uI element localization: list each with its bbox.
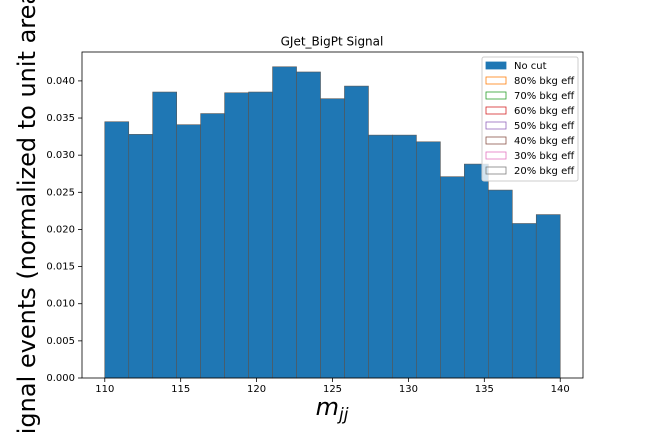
legend-swatch bbox=[485, 151, 507, 160]
histogram-bar bbox=[368, 134, 393, 379]
y-tick-label: 0.000 bbox=[46, 373, 75, 384]
legend-swatch bbox=[485, 106, 507, 115]
legend-box bbox=[481, 56, 579, 182]
y-tick-label: 0.020 bbox=[46, 224, 75, 235]
histogram-bar bbox=[296, 71, 321, 379]
histogram-bar bbox=[248, 91, 273, 379]
x-tick-label: 125 bbox=[323, 384, 342, 395]
histogram-bar bbox=[176, 124, 201, 379]
histogram-bar bbox=[104, 121, 130, 379]
histogram-bar bbox=[320, 98, 345, 379]
histogram-bar bbox=[511, 223, 537, 379]
histogram-bar bbox=[440, 176, 465, 379]
histogram-bar bbox=[464, 163, 489, 379]
y-tick-label: 0.025 bbox=[46, 187, 75, 198]
legend-swatch bbox=[485, 91, 507, 100]
x-tick-label: 135 bbox=[475, 384, 494, 395]
histogram-bar bbox=[224, 92, 249, 379]
legend-label: 30% bkg eff bbox=[514, 151, 575, 162]
histogram-bar bbox=[416, 141, 441, 379]
legend-label: 50% bkg eff bbox=[514, 121, 575, 132]
y-tick-label: 0.015 bbox=[46, 262, 75, 273]
x-label-sub: jj bbox=[337, 405, 349, 425]
y-tick-label: 0.030 bbox=[46, 150, 75, 161]
x-tick-label: 140 bbox=[551, 384, 570, 395]
x-axis-label: mjj bbox=[316, 393, 349, 425]
histogram-bar bbox=[128, 134, 154, 379]
x-label-main: m bbox=[316, 393, 339, 421]
legend-label: 60% bkg eff bbox=[514, 106, 575, 117]
histogram-bar bbox=[272, 66, 297, 379]
histogram-bar bbox=[200, 113, 225, 379]
chart-title: GJet_BigPt Signal bbox=[281, 35, 384, 49]
legend-label: No cut bbox=[514, 61, 547, 72]
x-tick-label: 115 bbox=[171, 384, 190, 395]
legend-label: 70% bkg eff bbox=[514, 91, 575, 102]
x-tick-label: 110 bbox=[95, 384, 114, 395]
legend-label: 80% bkg eff bbox=[514, 76, 575, 87]
x-tick-label: 130 bbox=[399, 384, 418, 395]
y-tick-label: 0.005 bbox=[46, 336, 75, 347]
histogram-bar bbox=[488, 189, 513, 379]
histogram-bar bbox=[152, 91, 177, 379]
histogram-bar bbox=[344, 85, 369, 379]
x-tick-label: 120 bbox=[247, 384, 266, 395]
legend-swatch bbox=[485, 166, 507, 175]
legend-label: 40% bkg eff bbox=[514, 136, 575, 147]
y-tick-label: 0.010 bbox=[46, 299, 75, 310]
histogram-bar bbox=[535, 214, 561, 379]
legend-swatch bbox=[485, 61, 507, 70]
legend-swatch bbox=[485, 121, 507, 130]
legend-label: 20% bkg eff bbox=[514, 166, 575, 177]
legend-swatch bbox=[485, 136, 507, 145]
legend-swatch bbox=[485, 76, 507, 85]
y-tick-label: 0.040 bbox=[46, 76, 75, 87]
y-tick-label: 0.035 bbox=[46, 113, 75, 124]
histogram-bar bbox=[392, 134, 417, 379]
y-axis-label: Signal events (normalized to unit area) bbox=[13, 0, 41, 432]
